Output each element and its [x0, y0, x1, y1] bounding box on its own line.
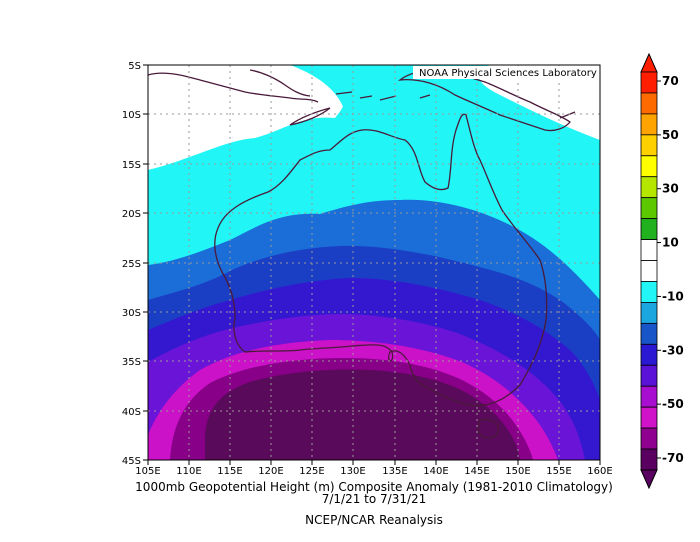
colorbar-cell: [640, 176, 658, 199]
colorbar-label: 70: [662, 74, 679, 88]
band-cyan-north: [290, 65, 430, 128]
colorbar-cell: [640, 281, 658, 303]
colorbar-cell: [640, 364, 658, 387]
colorbar-cell: [640, 197, 658, 220]
colorbar-bottom-arrow: [640, 469, 658, 490]
lon-tick-label: 120E: [258, 466, 283, 477]
colorbar-label: -50: [662, 397, 684, 411]
credit-label: NOAA Physical Sciences Laboratory: [419, 68, 597, 79]
colorbar-cell: [640, 385, 658, 408]
colorbar-label: 10: [662, 236, 679, 250]
colorbar-cell: [640, 239, 658, 261]
colorbar-cell: [640, 343, 658, 366]
lon-tick-label: 145E: [464, 466, 489, 477]
lon-tick-label: 140E: [423, 466, 448, 477]
colorbar-cell: [640, 302, 658, 324]
colorbar-label: 30: [662, 182, 679, 196]
colorbar-cell: [640, 448, 658, 471]
colorbar-labels: 70 50 30 10 -10 -30 -50 -70: [657, 74, 684, 465]
lat-tick-label: 40S: [122, 407, 141, 418]
colorbar-cell: [640, 71, 658, 94]
lon-tick-label: 115E: [217, 466, 242, 477]
colorbar-cell: [640, 134, 658, 157]
colorbar-label: -70: [662, 451, 684, 465]
colorbar-cell: [640, 155, 658, 178]
lon-tick-label: 125E: [299, 466, 324, 477]
tasmania-coastline: [477, 418, 499, 439]
lon-tick-label: 110E: [176, 466, 201, 477]
credit-box: [413, 66, 599, 79]
date-range: 7/1/21 to 7/31/21: [322, 492, 427, 506]
colorbar-cell: [640, 427, 658, 450]
islands-coastline: [335, 91, 576, 119]
colorbar-cell: [640, 218, 658, 240]
colorbar-cell: [640, 322, 658, 345]
colorbar-cell: [640, 113, 658, 136]
colorbar-top-arrow: [640, 52, 658, 73]
lat-tick-label: 30S: [122, 308, 141, 319]
colorbar-label: -30: [662, 343, 684, 357]
lon-tick-label: 105E: [135, 466, 160, 477]
colorbar-cell: [640, 260, 658, 282]
anomaly-field: [148, 65, 600, 460]
lon-tick-label: 130E: [340, 466, 365, 477]
colorbar-cell: [640, 92, 658, 115]
lon-tick-label: 160E: [587, 466, 612, 477]
lat-tick-label: 45S: [122, 456, 141, 467]
colorbar-cells: [640, 52, 658, 490]
colorbar-label: -10: [662, 289, 684, 303]
lat-tick-label: 10S: [122, 110, 141, 121]
band-deep-purple: [205, 369, 520, 460]
lon-tick-label: 150E: [505, 466, 530, 477]
sulawesi-coastline: [249, 69, 311, 97]
colorbar-cell: [640, 406, 658, 429]
lon-tick-label: 155E: [546, 466, 571, 477]
timor-coastline: [289, 107, 331, 126]
lon-tick-label: 135E: [382, 466, 407, 477]
colorbar-label: 50: [662, 128, 679, 142]
lon-tick-labels: 105E 110E 115E 120E 125E 130E 135E 140E …: [135, 466, 612, 477]
dataset-label: NCEP/NCAR Reanalysis: [305, 513, 443, 527]
lat-tick-label: 5S: [128, 61, 141, 72]
indonesia-coastline: [148, 72, 319, 103]
map-title: 1000mb Geopotential Height (m) Composite…: [135, 480, 613, 494]
tick-marks: [143, 64, 601, 465]
colorbar: 70 50 30 10 -10 -30 -50 -70: [640, 52, 684, 490]
lat-tick-label: 35S: [122, 357, 141, 368]
lat-tick-label: 25S: [122, 259, 141, 270]
lat-tick-labels: 5S 10S 15S 20S 25S 30S 35S 40S 45S: [122, 61, 141, 467]
lat-tick-label: 15S: [122, 160, 141, 171]
lat-tick-label: 20S: [122, 209, 141, 220]
australia-coastline: [214, 113, 548, 407]
